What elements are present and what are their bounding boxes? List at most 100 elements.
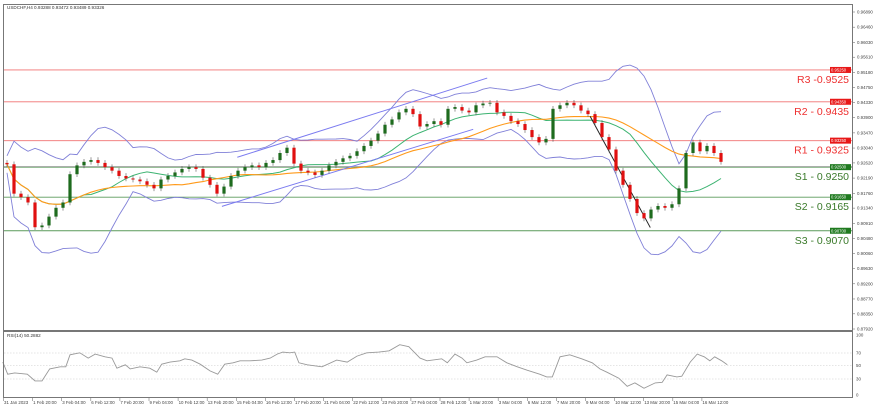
- level-label-S2: S2 - 0.9165: [795, 201, 849, 213]
- rsi-label: RSI(14) 50.2882: [7, 333, 41, 338]
- candle-body: [166, 175, 170, 180]
- price-tick-label: 0.90480: [857, 236, 873, 241]
- level-axis-badge-S3: [830, 227, 851, 234]
- candle-body: [642, 213, 646, 219]
- candle: [656, 203, 660, 213]
- candle: [201, 166, 205, 181]
- time-tick-label: 9 Mar 04:00: [586, 400, 610, 405]
- price-tick-label: 0.92190: [857, 176, 873, 181]
- axes: USDCHF,H4 0.93288 0.93472 0.93489 0.9332…: [3, 4, 873, 405]
- trendlines: [221, 77, 651, 228]
- candle: [628, 181, 632, 202]
- price-tick-label: 0.91340: [857, 206, 873, 211]
- rsi-axis-label: 70: [856, 351, 861, 356]
- rsi-axis-label: 100: [856, 333, 864, 338]
- candle-body: [418, 114, 422, 127]
- candle: [432, 118, 436, 127]
- candle: [642, 210, 646, 222]
- candle: [586, 107, 590, 117]
- rsi-line: [2, 344, 728, 389]
- time-tick-label: 10 Feb 12:00: [179, 400, 205, 405]
- level-axis-label-S1: 0.92500: [831, 165, 847, 170]
- candle-body: [320, 170, 324, 175]
- price-tick-label: 0.90060: [857, 251, 873, 256]
- candle: [26, 194, 30, 206]
- candle: [327, 162, 331, 174]
- candle-body: [432, 121, 436, 125]
- candle-body: [215, 184, 219, 194]
- candle-body: [621, 170, 625, 185]
- candle: [558, 102, 562, 112]
- time-tick-label: 13 Feb 20:00: [208, 400, 234, 405]
- time-tick-label: 6 Feb 12:00: [91, 400, 115, 405]
- candle: [663, 203, 667, 211]
- candle-body: [75, 165, 79, 175]
- candle: [138, 176, 142, 185]
- candle: [523, 121, 527, 133]
- candle: [355, 148, 359, 159]
- price-tick-label: 0.93040: [857, 146, 873, 151]
- candle: [40, 222, 44, 231]
- level-axis-label-R3: 0.95250: [831, 67, 847, 72]
- candle: [243, 164, 247, 174]
- candle: [61, 199, 65, 211]
- candle-body: [348, 155, 352, 159]
- candle: [89, 157, 93, 165]
- candle-body: [481, 103, 485, 106]
- candle-body: [299, 163, 303, 171]
- candle: [257, 162, 261, 170]
- candle-body: [565, 102, 569, 106]
- price-tick-label: 0.94750: [857, 85, 873, 90]
- price-tick-label: 0.93470: [857, 130, 873, 135]
- candle: [383, 121, 387, 137]
- price-tick-label: 0.95610: [857, 55, 873, 60]
- price-tick-label: 0.92620: [857, 160, 873, 165]
- candle: [19, 190, 23, 201]
- candle-body: [376, 133, 380, 141]
- candle-body: [285, 147, 289, 154]
- candle-body: [110, 167, 114, 171]
- trendline-channel-upper: [237, 77, 488, 158]
- candle: [229, 173, 233, 190]
- candle: [222, 183, 226, 197]
- candle-body: [404, 108, 408, 113]
- candle: [299, 160, 303, 174]
- candle: [614, 146, 618, 174]
- candle: [509, 113, 513, 125]
- candle: [180, 166, 184, 176]
- price-tick-label: 0.95180: [857, 70, 873, 75]
- candle-body: [306, 170, 310, 173]
- candle-body: [558, 105, 562, 109]
- time-tick-label: 16 Mar 12:00: [702, 400, 728, 405]
- candle-body: [516, 121, 520, 125]
- candle: [467, 107, 471, 116]
- price-tick-label: 0.93900: [857, 115, 873, 120]
- candle-body: [103, 162, 107, 168]
- candle-body: [460, 107, 464, 111]
- candle: [712, 143, 716, 156]
- candle: [390, 116, 394, 128]
- trendline-downtrend: [589, 116, 651, 228]
- candle-body: [691, 142, 695, 154]
- candle: [341, 155, 345, 165]
- candle-body: [173, 172, 177, 176]
- candle: [579, 102, 583, 114]
- price-tick-label: 0.89200: [857, 281, 873, 286]
- candle: [376, 130, 380, 144]
- candle-body: [278, 153, 282, 161]
- candle-body: [40, 225, 44, 228]
- candle: [495, 99, 499, 116]
- candle: [124, 173, 128, 182]
- candle-body: [61, 202, 65, 208]
- candle: [236, 167, 240, 179]
- candle-body: [523, 124, 527, 131]
- candle-body: [614, 149, 618, 171]
- candle-body: [26, 197, 30, 203]
- candle: [530, 127, 534, 140]
- candle: [47, 213, 51, 229]
- candle-body: [355, 151, 359, 156]
- candle: [152, 181, 156, 192]
- candle: [516, 118, 520, 127]
- candle: [131, 175, 135, 183]
- candle-body: [446, 108, 450, 125]
